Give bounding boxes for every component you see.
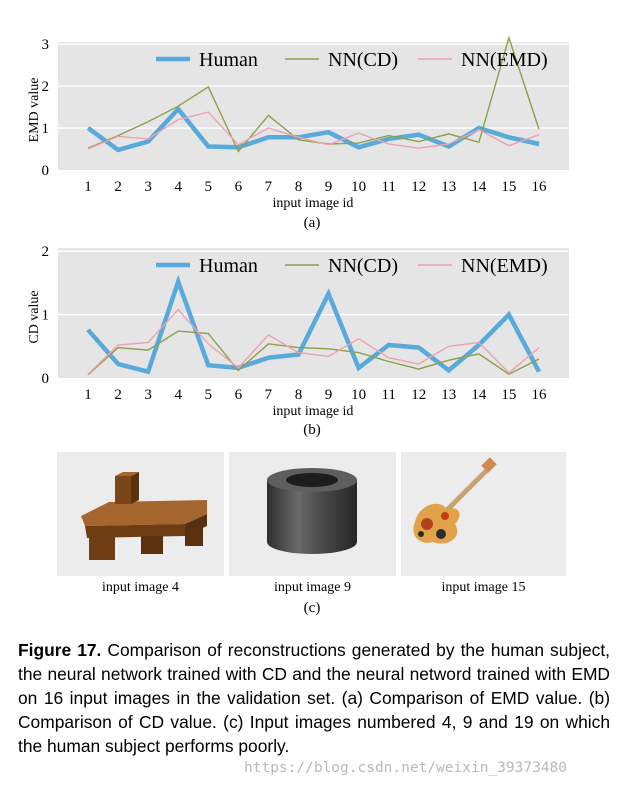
x-tick-label: 13 — [441, 179, 456, 195]
legend-label: NN(CD) — [328, 255, 398, 277]
x-tick-label: 12 — [411, 179, 426, 195]
y-tick-label: 1 — [42, 121, 50, 137]
x-tick-label: 14 — [471, 179, 487, 195]
x-tick-label: 9 — [325, 179, 333, 195]
guitar-icon — [413, 457, 497, 544]
y-axis-label: CD value — [27, 290, 42, 343]
x-tick-label: 5 — [205, 179, 213, 195]
y-tick-label: 0 — [42, 163, 50, 179]
x-tick-label: 14 — [471, 387, 487, 403]
legend-label: Human — [199, 255, 258, 277]
x-tick-label: 7 — [265, 179, 273, 195]
x-tick-label: 7 — [265, 387, 273, 403]
x-tick-label: 9 — [325, 387, 333, 403]
series-line-nncd — [87, 330, 540, 376]
y-tick-label: 2 — [42, 244, 50, 260]
figure-caption: Figure 17. Comparison of reconstructions… — [18, 638, 610, 758]
series-line-nnemd — [87, 308, 540, 375]
legend-label: NN(EMD) — [461, 49, 548, 71]
x-tick-label: 10 — [351, 387, 366, 403]
x-tick-label: 4 — [174, 387, 182, 403]
wooden-desk-icon — [81, 472, 207, 560]
x-tick-label: 8 — [295, 179, 303, 195]
input-image-15-thumbnail — [401, 452, 566, 576]
x-tick-label: 3 — [144, 179, 152, 195]
x-tick-label: 8 — [295, 387, 303, 403]
x-tick-label: 10 — [351, 179, 366, 195]
y-tick-label: 2 — [42, 79, 50, 95]
input-image-9-label: input image 9 — [274, 580, 351, 595]
panel-label-a: (a) — [303, 215, 321, 231]
x-tick-label: 5 — [205, 387, 213, 403]
input-image-4-thumbnail — [57, 452, 224, 576]
input-image-4-label: input image 4 — [102, 580, 179, 595]
x-tick-label: 11 — [381, 179, 395, 195]
x-tick-label: 13 — [441, 387, 456, 403]
x-axis-label: input image id — [273, 196, 354, 211]
cylinder-icon — [267, 468, 357, 554]
x-tick-label: 3 — [144, 387, 152, 403]
input-image-9-thumbnail — [229, 452, 396, 576]
x-tick-label: 15 — [501, 179, 516, 195]
x-tick-label: 6 — [235, 179, 243, 195]
x-tick-label: 1 — [84, 179, 92, 195]
plot-background — [58, 248, 569, 378]
y-tick-label: 1 — [42, 308, 50, 324]
legend-label: NN(CD) — [328, 49, 398, 71]
y-axis-label: EMD value — [27, 78, 42, 143]
x-tick-label: 4 — [174, 179, 182, 195]
legend-label: NN(EMD) — [461, 255, 548, 277]
x-tick-label: 12 — [411, 387, 426, 403]
x-tick-label: 11 — [381, 387, 395, 403]
watermark: https://blog.csdn.net/weixin_39373480 — [244, 760, 568, 776]
x-tick-label: 6 — [235, 387, 243, 403]
y-tick-label: 0 — [42, 371, 50, 387]
x-axis-label: input image id — [273, 404, 354, 419]
series-line-nnemd — [87, 111, 540, 150]
x-tick-label: 2 — [114, 179, 122, 195]
input-image-15-label: input image 15 — [441, 580, 526, 595]
legend-label: Human — [199, 49, 258, 71]
x-tick-label: 16 — [532, 179, 548, 195]
series-line-nncd — [87, 35, 540, 153]
plot-background — [58, 42, 569, 170]
caption-text: Comparison of reconstructions generated … — [18, 640, 610, 756]
panel-label-b: (b) — [303, 422, 321, 438]
x-tick-label: 15 — [501, 387, 516, 403]
panel-label-c: (c) — [303, 600, 321, 616]
x-tick-label: 16 — [532, 387, 548, 403]
figure-label: Figure 17. — [18, 640, 102, 660]
x-tick-label: 2 — [114, 387, 122, 403]
y-tick-label: 3 — [42, 37, 50, 53]
x-tick-label: 1 — [84, 387, 92, 403]
